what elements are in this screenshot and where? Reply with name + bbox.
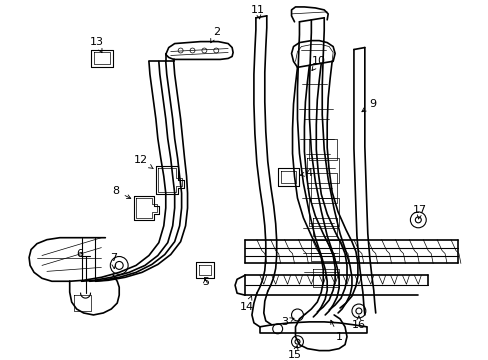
Text: 6: 6	[76, 248, 83, 258]
Text: 10: 10	[311, 57, 325, 71]
Text: 7: 7	[109, 252, 117, 269]
Text: 11: 11	[250, 5, 264, 19]
Text: 14: 14	[240, 296, 254, 312]
Text: 3: 3	[281, 317, 293, 327]
Text: 15: 15	[287, 346, 301, 360]
Text: 8: 8	[112, 186, 130, 198]
Text: 4: 4	[300, 168, 312, 178]
Text: 16: 16	[351, 316, 365, 330]
Text: 13: 13	[89, 37, 103, 53]
Text: 9: 9	[361, 99, 376, 112]
Text: 12: 12	[134, 156, 153, 168]
Text: 2: 2	[210, 27, 220, 43]
Text: 17: 17	[412, 205, 427, 219]
Text: 5: 5	[202, 277, 208, 287]
Text: 1: 1	[330, 320, 342, 342]
